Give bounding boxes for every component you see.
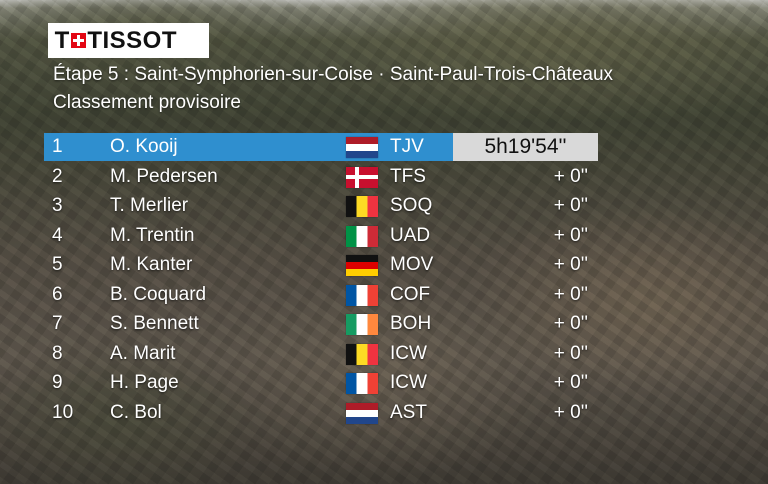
classification-subtitle: Classement provisoire <box>53 92 241 113</box>
standings-row-4: 4 M. Trentin UAD + 0'' <box>44 222 598 250</box>
standings-row-10: 10 C. Bol AST + 0'' <box>44 399 598 427</box>
rank: 5 <box>52 254 63 275</box>
time-gap: + 0'' <box>553 254 588 275</box>
team-code: ICW <box>390 372 427 393</box>
standings-row-2: 2 M. Pedersen TFS + 0'' <box>44 163 598 191</box>
rider-name: M. Kanter <box>110 254 193 275</box>
rank: 3 <box>52 195 63 216</box>
rank: 8 <box>52 343 63 364</box>
standings-row-9: 9 H. Page ICW + 0'' <box>44 369 598 397</box>
time-gap: + 0'' <box>553 372 588 393</box>
stage-title: Étape 5 : Saint-Symphorien-sur-Coise · S… <box>53 64 614 85</box>
denmark-flag-icon <box>346 167 378 188</box>
rider-name: C. Bol <box>110 402 162 423</box>
time-gap: + 0'' <box>553 195 588 216</box>
leader-time: 5h19'54'' <box>453 133 598 161</box>
rider-name: B. Coquard <box>110 284 207 305</box>
time-gap: + 0'' <box>553 225 588 246</box>
belgium-flag-icon <box>346 196 378 217</box>
team-code: TFS <box>390 166 426 187</box>
rider-name: M. Trentin <box>110 225 195 246</box>
team-code: TJV <box>390 136 424 157</box>
team-code: AST <box>390 402 427 423</box>
rank: 7 <box>52 313 63 334</box>
italy-flag-icon <box>346 226 378 247</box>
germany-flag-icon <box>346 255 378 276</box>
standings-row-3: 3 T. Merlier SOQ + 0'' <box>44 192 598 220</box>
france-flag-icon <box>346 373 378 394</box>
rank: 10 <box>52 402 74 423</box>
rank: 4 <box>52 225 63 246</box>
france-flag-icon <box>346 285 378 306</box>
netherlands-flag-icon <box>346 137 378 158</box>
time-gap: + 0'' <box>553 166 588 187</box>
rider-name: S. Bennett <box>110 313 199 334</box>
rider-name: H. Page <box>110 372 179 393</box>
standings-row-1: 1 O. Kooij TJV 5h19'54'' <box>44 133 598 161</box>
team-code: MOV <box>390 254 434 275</box>
time-gap: + 0'' <box>553 313 588 334</box>
tissot-logo: T TISSOT <box>48 23 209 58</box>
ireland-flag-icon <box>346 314 378 335</box>
netherlands-flag-icon <box>346 403 378 424</box>
time-gap: + 0'' <box>553 284 588 305</box>
team-code: UAD <box>390 225 431 246</box>
belgium-flag-icon <box>346 344 378 365</box>
standings-row-6: 6 B. Coquard COF + 0'' <box>44 281 598 309</box>
rank: 9 <box>52 372 63 393</box>
swiss-cross-icon <box>71 33 87 48</box>
time-gap: + 0'' <box>553 343 588 364</box>
time-gap: + 0'' <box>553 402 588 423</box>
team-code: ICW <box>390 343 427 364</box>
team-code: SOQ <box>390 195 433 216</box>
team-code: BOH <box>390 313 432 334</box>
standings-row-7: 7 S. Bennett BOH + 0'' <box>44 310 598 338</box>
rider-name: A. Marit <box>110 343 176 364</box>
rider-name: O. Kooij <box>110 136 178 157</box>
standings-row-5: 5 M. Kanter MOV + 0'' <box>44 251 598 279</box>
standings-row-8: 8 A. Marit ICW + 0'' <box>44 340 598 368</box>
rider-name: M. Pedersen <box>110 166 218 187</box>
rank: 1 <box>52 136 63 157</box>
team-code: COF <box>390 284 431 305</box>
rank: 2 <box>52 166 63 187</box>
rider-name: T. Merlier <box>110 195 189 216</box>
rank: 6 <box>52 284 63 305</box>
